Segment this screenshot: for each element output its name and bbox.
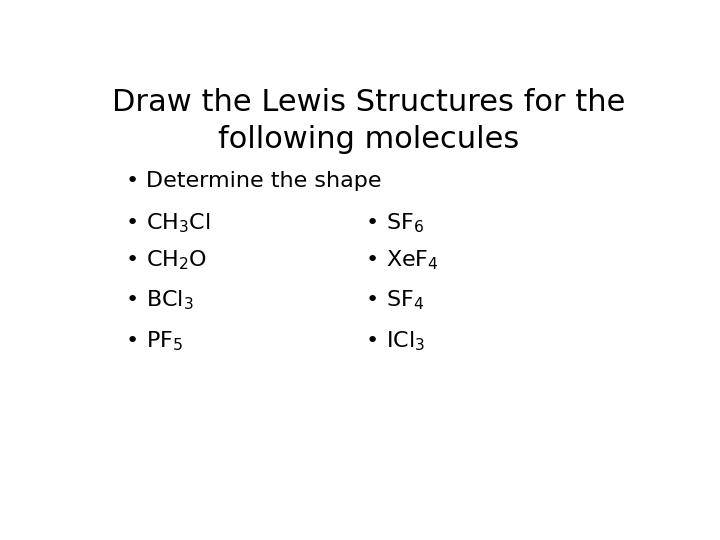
Text: •: • [365,332,379,352]
Text: SF$_{6}$: SF$_{6}$ [386,211,424,234]
Text: BCl$_{3}$: BCl$_{3}$ [145,288,194,312]
Text: •: • [365,213,379,233]
Text: •: • [125,290,138,310]
Text: •: • [125,171,138,191]
Text: •: • [365,290,379,310]
Text: PF$_{5}$: PF$_{5}$ [145,329,183,353]
Text: XeF$_{4}$: XeF$_{4}$ [386,248,438,272]
Text: CH$_{2}$O: CH$_{2}$O [145,248,207,272]
Text: CH$_{3}$Cl: CH$_{3}$Cl [145,211,210,234]
Text: •: • [125,213,138,233]
Text: following molecules: following molecules [218,125,520,154]
Text: •: • [125,332,138,352]
Text: SF$_{4}$: SF$_{4}$ [386,288,424,312]
Text: ICl$_{3}$: ICl$_{3}$ [386,329,425,353]
Text: •: • [365,250,379,270]
Text: Draw the Lewis Structures for the: Draw the Lewis Structures for the [112,87,626,117]
Text: •: • [125,250,138,270]
Text: Determine the shape: Determine the shape [145,171,382,191]
